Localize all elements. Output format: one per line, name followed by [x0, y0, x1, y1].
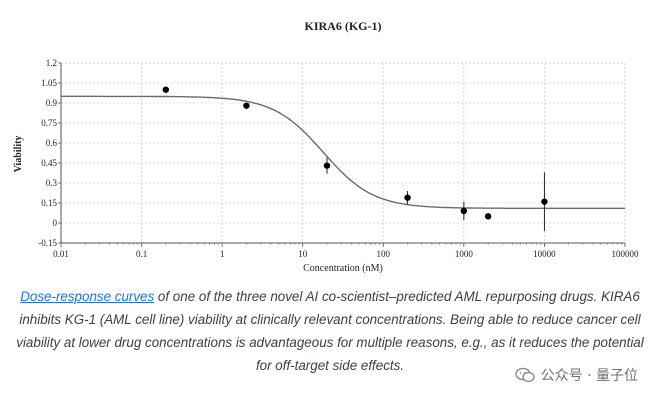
y-tick-label: 0.75: [41, 118, 57, 128]
watermark: 公众号 · 量子位: [514, 365, 638, 385]
data-point: [484, 213, 492, 220]
chart-title: KIRA6 (KG-1): [305, 19, 382, 33]
y-axis-label: Viability: [13, 136, 24, 173]
wechat-icon: [514, 367, 535, 383]
x-tick-label: 1000: [455, 249, 474, 259]
x-tick-label: 100: [377, 249, 391, 259]
y-tick-label: 0.6: [46, 138, 58, 148]
y-tick-label: 1.2: [46, 58, 57, 68]
fit-curve: [61, 95, 625, 209]
data-point: [404, 194, 411, 201]
y-tick-label: 0: [53, 218, 58, 228]
figure-caption: Dose-response curves of one of the three…: [12, 285, 648, 377]
data-points: [162, 86, 548, 231]
x-tick-label: 10: [298, 249, 308, 259]
x-tick-label: 10000: [533, 249, 556, 259]
x-tick-label: 0.01: [53, 249, 69, 259]
dose-response-link[interactable]: Dose-response curves: [20, 289, 155, 304]
dose-response-chart: KIRA6 (KG-1) 1.2 1.05 0.9 0.75 0.6 0.45 0.3 0.1…: [13, 19, 639, 274]
chart-ticks: 1.2 1.05 0.9 0.75 0.6 0.45 0.3 0.15 0 -0.150.01 0.…: [38, 58, 639, 259]
chart-axes: [60, 62, 626, 244]
data-point: [243, 102, 250, 109]
y-tick-label: 0.3: [46, 178, 58, 188]
y-tick-label: -0.15: [38, 238, 57, 248]
x-axis-label: Concentration (nM): [303, 263, 383, 274]
x-tick-label: 0.1: [136, 249, 147, 259]
x-tick-label: 1: [220, 249, 225, 259]
data-point: [460, 207, 468, 215]
y-tick-label: 0.45: [41, 158, 57, 168]
caption-text: of one of the three novel AI co-scientis…: [16, 289, 644, 373]
data-point: [541, 198, 548, 205]
y-tick-label: 0.9: [46, 98, 58, 108]
watermark-text: 公众号 · 量子位: [540, 368, 638, 384]
data-point: [323, 162, 331, 169]
chart-grid: [60, 62, 626, 244]
plot-frame: [60, 62, 626, 244]
data-point: [162, 86, 170, 93]
y-tick-label: 1.05: [41, 78, 57, 88]
x-tick-label: 100000: [612, 249, 640, 259]
y-tick-label: 0.15: [41, 198, 57, 208]
